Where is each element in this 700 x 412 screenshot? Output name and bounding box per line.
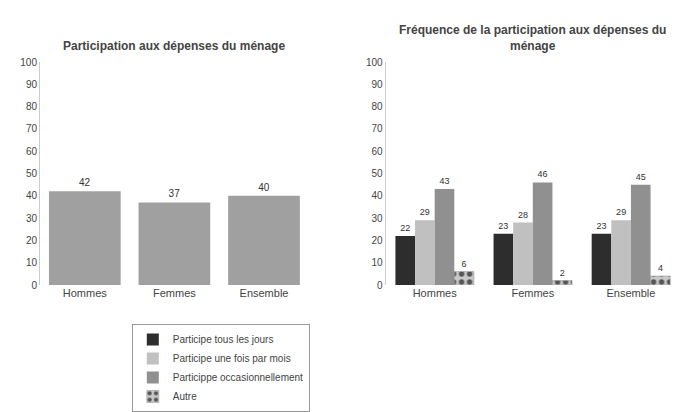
svg-text:40: 40: [258, 182, 270, 193]
svg-text:80: 80: [371, 101, 383, 112]
svg-text:23: 23: [498, 221, 508, 231]
svg-text:40: 40: [371, 190, 383, 201]
svg-text:0: 0: [31, 280, 37, 291]
svg-text:Participe une fois par mois: Participe une fois par mois: [173, 353, 291, 364]
svg-text:Femmes: Femmes: [511, 287, 554, 299]
svg-text:37: 37: [169, 188, 181, 199]
svg-text:50: 50: [371, 168, 383, 179]
svg-text:70: 70: [371, 123, 383, 134]
svg-text:30: 30: [371, 213, 383, 224]
svg-text:28: 28: [518, 210, 528, 220]
svg-text:42: 42: [79, 177, 91, 188]
svg-text:45: 45: [636, 172, 646, 182]
svg-text:Fréquence de la participation: Fréquence de la participation aux dépens…: [399, 23, 666, 53]
svg-text:10: 10: [26, 257, 38, 268]
svg-text:90: 90: [26, 79, 38, 90]
svg-text:4: 4: [658, 263, 663, 273]
svg-text:Hommes: Hommes: [63, 287, 108, 299]
svg-text:100: 100: [366, 57, 383, 68]
svg-text:22: 22: [400, 223, 410, 233]
svg-text:70: 70: [26, 123, 38, 134]
svg-text:0: 0: [377, 280, 383, 291]
svg-text:Participation aux dépenses du: Participation aux dépenses du ménage: [63, 39, 285, 53]
svg-text:20: 20: [26, 235, 38, 246]
svg-text:60: 60: [371, 146, 383, 157]
svg-text:Hommes: Hommes: [413, 287, 458, 299]
svg-text:100: 100: [20, 57, 37, 68]
svg-text:50: 50: [26, 168, 38, 179]
svg-text:60: 60: [26, 146, 38, 157]
svg-text:30: 30: [26, 213, 38, 224]
svg-text:Femmes: Femmes: [153, 287, 196, 299]
svg-text:Participe tous les jours: Participe tous les jours: [173, 334, 274, 345]
svg-text:Particippe occasionnellement: Particippe occasionnellement: [173, 372, 303, 383]
svg-text:40: 40: [26, 190, 38, 201]
svg-text:Ensemble: Ensemble: [606, 287, 655, 299]
svg-text:29: 29: [616, 207, 626, 217]
svg-text:6: 6: [462, 259, 467, 269]
svg-text:10: 10: [371, 257, 383, 268]
svg-text:Autre: Autre: [173, 391, 197, 402]
svg-text:46: 46: [538, 169, 548, 179]
svg-text:80: 80: [26, 101, 38, 112]
svg-text:2: 2: [560, 268, 565, 278]
svg-text:29: 29: [420, 207, 430, 217]
svg-text:43: 43: [439, 176, 449, 186]
svg-text:23: 23: [596, 221, 606, 231]
svg-text:90: 90: [371, 79, 383, 90]
svg-text:Ensemble: Ensemble: [240, 287, 289, 299]
svg-text:20: 20: [371, 235, 383, 246]
